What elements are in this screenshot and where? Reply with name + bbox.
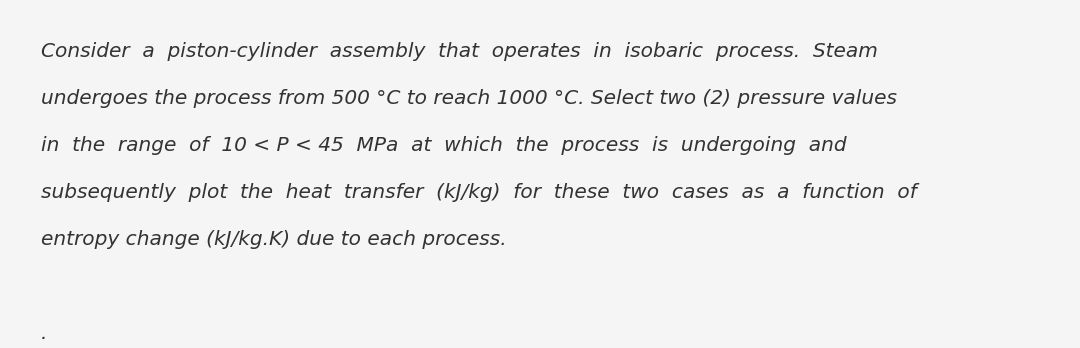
Text: entropy change (kJ/kg.K) due to each process.: entropy change (kJ/kg.K) due to each pro… [41,230,507,249]
Text: undergoes the process from 500 °C to reach 1000 °C. Select two (2) pressure valu: undergoes the process from 500 °C to rea… [41,89,897,108]
Text: in  the  range  of  10 < P < 45  MPa  at  which  the  process  is  undergoing  a: in the range of 10 < P < 45 MPa at which… [41,136,847,155]
Text: subsequently  plot  the  heat  transfer  (kJ/kg)  for  these  two  cases  as  a : subsequently plot the heat transfer (kJ/… [41,183,917,202]
Text: .: . [41,324,48,343]
Text: Consider  a  piston-cylinder  assembly  that  operates  in  isobaric  process.  : Consider a piston-cylinder assembly that… [41,42,878,61]
